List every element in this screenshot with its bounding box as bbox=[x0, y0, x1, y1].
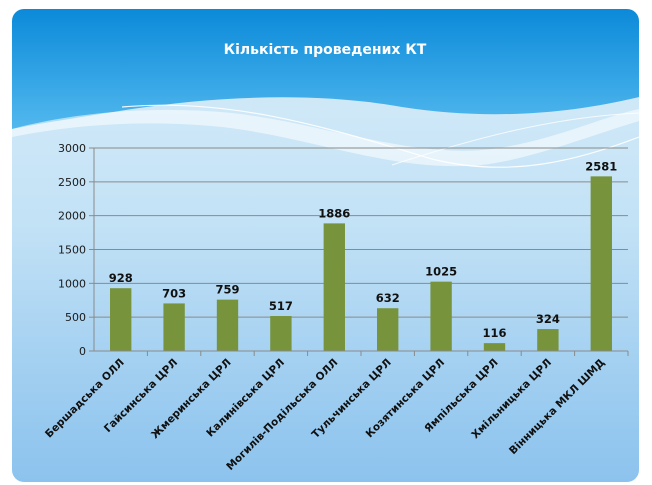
y-tick-label: 1500 bbox=[58, 244, 86, 257]
data-labels: 928 703 759 517 1886 632 1025 116 324 2581 bbox=[109, 159, 618, 340]
data-label: 324 bbox=[536, 312, 560, 326]
bar bbox=[483, 343, 506, 351]
y-tick-label: 3000 bbox=[58, 142, 86, 155]
bar bbox=[537, 329, 559, 351]
y-tick-label: 2500 bbox=[58, 176, 86, 189]
data-label: 759 bbox=[215, 283, 239, 297]
data-label: 2581 bbox=[585, 159, 617, 173]
bar bbox=[216, 299, 239, 351]
bars bbox=[110, 176, 612, 351]
data-label: 116 bbox=[482, 326, 506, 340]
header-wave-line-2 bbox=[391, 112, 639, 166]
data-label: 517 bbox=[269, 299, 293, 313]
bar bbox=[590, 176, 612, 351]
data-label: 1025 bbox=[425, 265, 457, 279]
bar bbox=[323, 223, 345, 351]
data-label: 1886 bbox=[318, 206, 350, 220]
bar bbox=[163, 303, 185, 351]
bar bbox=[110, 288, 132, 351]
y-tick-label: 500 bbox=[65, 311, 86, 324]
header-wave-line bbox=[121, 104, 639, 168]
header-band bbox=[12, 9, 639, 129]
bar bbox=[270, 316, 292, 351]
bar bbox=[430, 281, 452, 351]
y-tick-label: 1000 bbox=[58, 277, 86, 290]
data-label: 632 bbox=[376, 291, 400, 305]
y-tick-label: 0 bbox=[79, 345, 86, 358]
data-label: 703 bbox=[162, 286, 186, 300]
bar bbox=[377, 308, 399, 351]
category-label: Могилів-Подільська ОЛЛ bbox=[224, 357, 340, 473]
bar-chart: Кількість проведених КТ 0 500 1000 1500 2000… bbox=[12, 9, 639, 473]
chart-title: Кількість проведених КТ bbox=[224, 42, 427, 58]
slide: Кількість проведених КТ 0 500 1000 1500 2000… bbox=[12, 9, 639, 482]
header-wave-light bbox=[12, 109, 639, 167]
category-label: Вінницька МКЛ ШМД bbox=[507, 357, 607, 457]
data-label: 928 bbox=[109, 271, 133, 285]
y-tick-label: 2000 bbox=[58, 210, 86, 223]
